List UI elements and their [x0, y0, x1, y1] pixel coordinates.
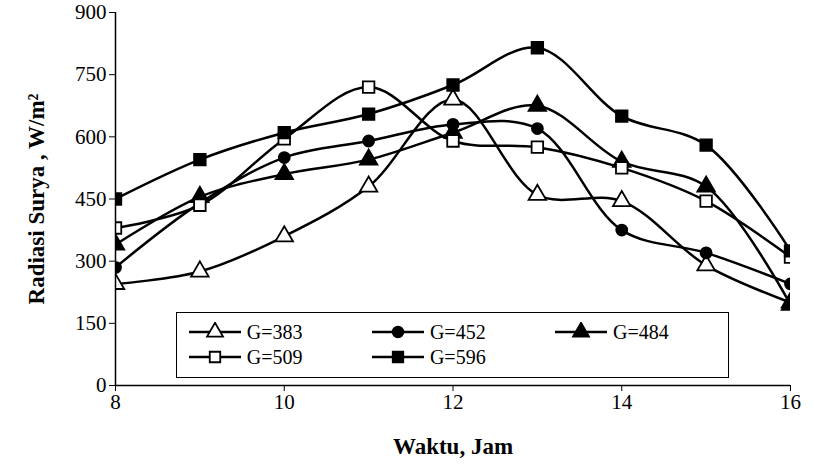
html-text:G=383: G=383	[246, 320, 303, 343]
svg-text:0: 0	[96, 373, 107, 397]
html-text:G=452: G=452	[429, 320, 486, 343]
svg-text:14: 14	[611, 390, 633, 414]
svg-text:10: 10	[274, 390, 295, 414]
svg-text:300: 300	[75, 249, 107, 273]
svg-text:Radiasi Surya , W/m²: Radiasi Surya , W/m²	[24, 93, 49, 304]
svg-text:12: 12	[443, 390, 464, 414]
svg-text:600: 600	[75, 125, 107, 149]
svg-text:Waktu, Jam: Waktu, Jam	[393, 434, 513, 459]
html-text:G=484: G=484	[613, 320, 669, 343]
svg-text:8: 8	[110, 390, 121, 414]
svg-text:16: 16	[780, 390, 801, 414]
svg-text:900: 900	[75, 0, 107, 24]
html-text:G=596: G=596	[429, 345, 486, 368]
svg-text:150: 150	[75, 311, 107, 335]
html-text:G=509: G=509	[246, 345, 303, 368]
svg-text:750: 750	[75, 62, 107, 86]
svg-text:450: 450	[75, 187, 107, 211]
